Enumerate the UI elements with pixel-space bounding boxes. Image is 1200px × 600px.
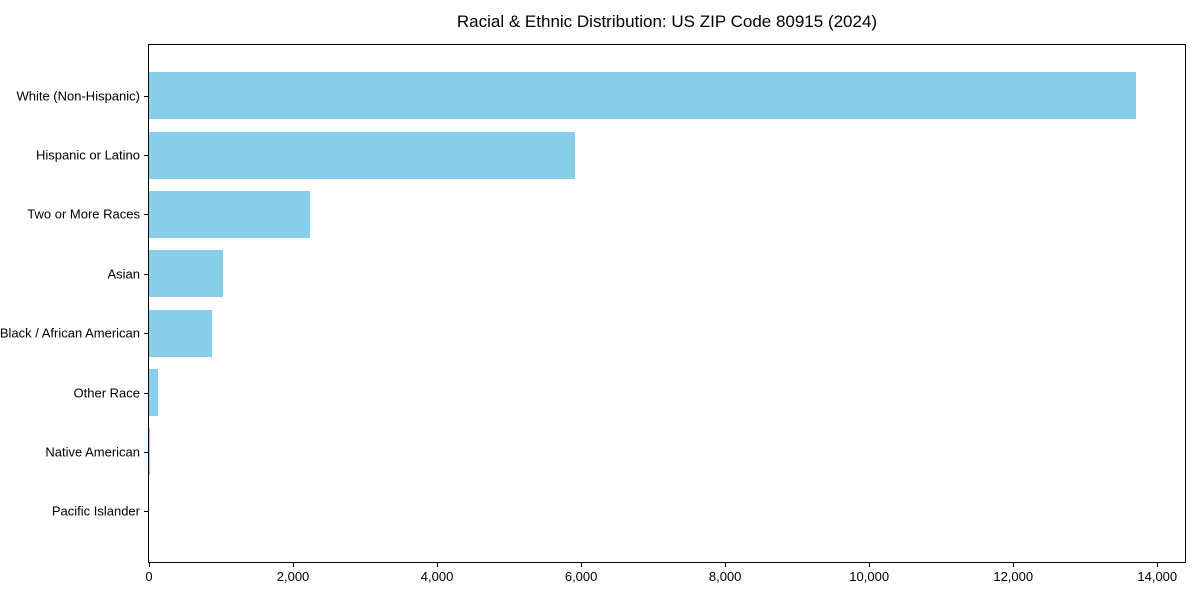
x-axis-label: 14,000 xyxy=(1137,569,1178,584)
plot-area xyxy=(148,44,1186,563)
bar-two-or-more-races xyxy=(149,190,310,238)
y-tick-mark xyxy=(144,95,148,97)
chart-title: Racial & Ethnic Distribution: US ZIP Cod… xyxy=(456,12,878,31)
bar-row xyxy=(149,131,1185,179)
x-axis-label: 8,000 xyxy=(708,569,742,584)
y-tick-mark xyxy=(144,333,148,335)
x-tick-mark xyxy=(1157,563,1159,567)
x-tick-mark xyxy=(149,563,150,567)
x-tick-mark xyxy=(437,563,439,567)
x-axis-label: 4,000 xyxy=(420,569,454,584)
x-axis-label: 0 xyxy=(145,569,153,584)
bar-white-non-hispanic xyxy=(149,72,1136,120)
y-axis-label: Pacific Islander xyxy=(51,503,140,519)
x-tick-mark xyxy=(581,563,583,567)
bar-row xyxy=(149,369,1185,417)
x-tick-mark xyxy=(293,563,295,567)
y-tick-mark xyxy=(144,392,148,394)
y-axis-label: Asian xyxy=(107,266,140,282)
x-axis-label: 12,000 xyxy=(993,569,1034,584)
y-tick-mark xyxy=(144,214,148,216)
y-axis-label: White (Non-Hispanic) xyxy=(16,88,140,104)
x-tick-mark xyxy=(1013,563,1015,567)
bar-row xyxy=(149,309,1185,357)
y-axis-label: Hispanic or Latino xyxy=(35,147,140,163)
bar-row xyxy=(149,72,1185,120)
bar-hispanic-or-latino xyxy=(149,131,576,179)
x-axis-label: 10,000 xyxy=(849,569,890,584)
y-tick-mark xyxy=(144,273,148,275)
x-axis-label: 6,000 xyxy=(564,569,598,584)
bar-asian xyxy=(149,250,224,298)
bar-row xyxy=(149,190,1185,238)
y-axis-label: Two or More Races xyxy=(27,206,140,222)
y-axis-label: Black / African American xyxy=(0,325,140,341)
bar-native-american xyxy=(149,428,151,476)
x-tick-mark xyxy=(869,563,871,567)
x-tick-mark xyxy=(725,563,727,567)
y-tick-mark xyxy=(144,451,148,453)
bar-row xyxy=(149,250,1185,298)
bar-black-african-american xyxy=(149,309,212,357)
bar-row xyxy=(149,428,1185,476)
y-tick-mark xyxy=(144,155,148,157)
y-tick-mark xyxy=(144,511,148,513)
y-axis-label: Native American xyxy=(45,444,140,460)
bar-row xyxy=(149,488,1185,535)
bar-other-race xyxy=(149,369,159,417)
x-axis-label: 2,000 xyxy=(276,569,310,584)
y-axis-label: Other Race xyxy=(73,385,140,401)
